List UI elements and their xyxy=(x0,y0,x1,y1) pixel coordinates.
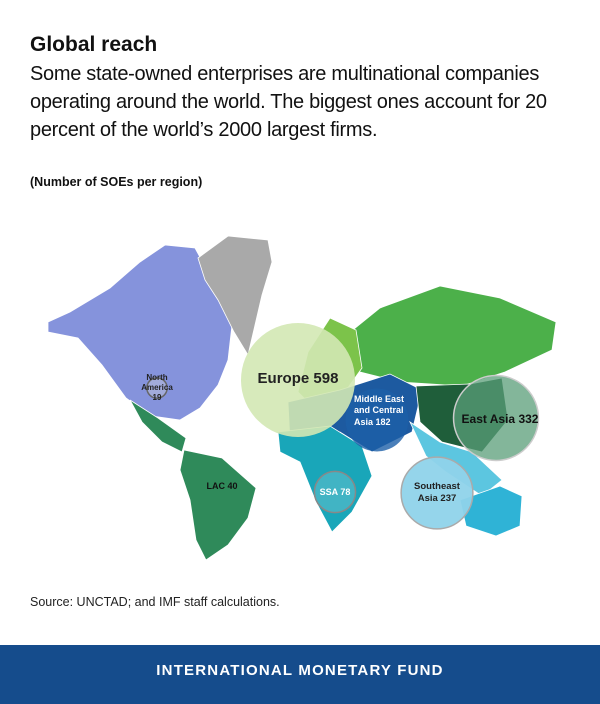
region-name: Southeast Asia xyxy=(414,481,460,504)
south-america xyxy=(179,449,257,561)
north-asia xyxy=(337,285,557,387)
region-bubble xyxy=(345,388,409,452)
region-name: Middle East and Central Asia xyxy=(354,394,405,427)
region-name: Europe xyxy=(257,370,310,387)
region-value: 598 xyxy=(313,370,339,387)
region-value: 182 xyxy=(375,416,391,427)
footer: INTERNATIONAL MONETARY FUND xyxy=(0,645,600,704)
region-name: North America xyxy=(141,373,173,392)
region-label: SSA 78 xyxy=(312,487,358,498)
region-label: East Asia 332 xyxy=(455,412,545,427)
region-value: 40 xyxy=(227,481,238,491)
region-label: North America 19 xyxy=(140,373,174,403)
region-bubble xyxy=(400,456,474,530)
region-label: Southeast Asia 237 xyxy=(404,481,470,505)
region-value: 19 xyxy=(152,393,162,402)
north-america xyxy=(47,244,233,421)
region-label: LAC 40 xyxy=(197,481,247,492)
region-value: 237 xyxy=(440,492,457,504)
region-bubble xyxy=(452,374,540,462)
region-value: 78 xyxy=(340,487,351,497)
region-name: LAC xyxy=(206,481,225,491)
central-america xyxy=(129,399,187,453)
note: (Number of SOEs per region) xyxy=(30,175,203,189)
region-name: SSA xyxy=(319,487,338,497)
subtitle: Some state-owned enterprises are multina… xyxy=(30,63,547,141)
region-bubble xyxy=(241,323,355,437)
source: Source: UNCTAD; and IMF staff calculatio… xyxy=(30,595,280,609)
australia xyxy=(459,485,523,537)
region-label: Europe 598 xyxy=(248,370,348,389)
greenland xyxy=(197,235,273,357)
region-label: Middle East and Central Asia 182 xyxy=(354,394,414,428)
region-bubble xyxy=(313,470,357,514)
bubbles xyxy=(146,323,540,530)
region-bubble xyxy=(146,377,168,399)
region-name: East Asia xyxy=(461,412,516,426)
title: Global reach xyxy=(30,33,158,56)
region-value: 332 xyxy=(518,412,539,426)
